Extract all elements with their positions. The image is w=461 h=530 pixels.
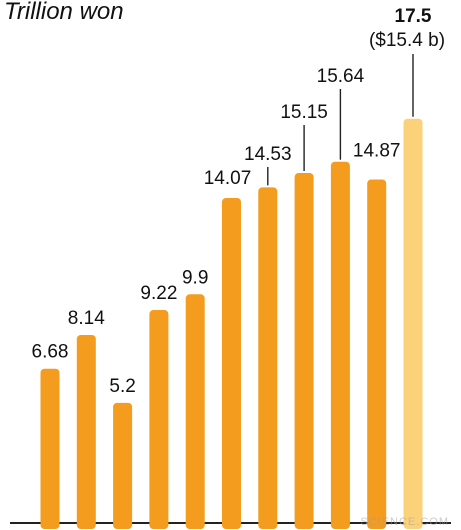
data-label: 15.15 [280,102,328,123]
bar [149,310,169,529]
data-label: 15.64 [317,66,365,87]
bar [76,334,96,529]
bar [222,197,241,529]
data-label: 14.07 [204,168,252,189]
bar [403,118,423,529]
bar [40,368,60,529]
bar [113,402,133,529]
data-label: 14.53 [244,144,292,165]
bar [367,179,387,530]
watermark: SCIENCE.COM [360,516,449,528]
data-label: 9.22 [140,283,177,304]
data-sublabel: ($15.4 b) [369,30,445,51]
bar [330,161,350,529]
data-label: 14.87 [353,141,401,162]
data-label: 5.2 [109,376,135,397]
data-label: 6.68 [32,342,69,363]
bar [258,187,278,529]
data-label: 17.5 [395,6,432,27]
bar [294,173,314,529]
unit-label: Trillion won [4,0,124,25]
data-label: 8.14 [68,308,105,329]
data-label: 9.9 [182,267,208,288]
bar [185,294,205,529]
